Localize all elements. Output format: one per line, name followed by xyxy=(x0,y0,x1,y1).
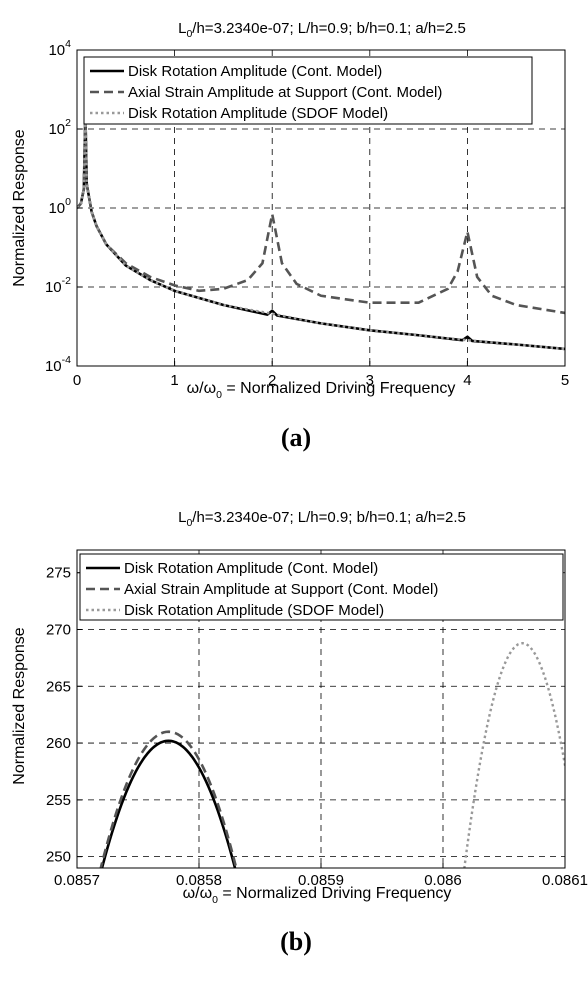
y-tick-label: 10-4 xyxy=(45,354,71,375)
series-curve-3 xyxy=(463,641,565,868)
y-tick-label: 100 xyxy=(48,196,71,217)
y-tick-label: 265 xyxy=(46,678,71,695)
x-tick-label: 3 xyxy=(366,372,374,389)
chart-b-ticks: 0.0857 0.0858 0.0859 0.086 0.0861 250 255 260 26… xyxy=(46,565,588,889)
x-tick-label: 0.0857 xyxy=(54,872,100,889)
x-tick-label: 2 xyxy=(268,372,276,389)
y-tick-label: 270 xyxy=(46,622,71,639)
chart-a-title: L0/h=3.2340e-07; L/h=0.9; b/h=0.1; a/h=2… xyxy=(178,20,466,40)
chart-a-ylabel: Normalized Response xyxy=(11,129,28,287)
x-tick-label: 0.0859 xyxy=(298,872,344,889)
x-tick-label: 0 xyxy=(73,372,81,389)
chart-b-series xyxy=(99,641,565,868)
legend-box xyxy=(83,56,533,125)
y-tick-label: 10-2 xyxy=(45,275,71,296)
y-tick-label: 260 xyxy=(46,735,71,752)
y-tick-label: 102 xyxy=(48,117,71,138)
chart-a-legend: Disk Rotation Amplitude (Cont. Model) Axi… xyxy=(83,56,533,125)
legend-box xyxy=(79,553,564,621)
y-tick-label: 250 xyxy=(46,849,71,866)
chart-b-ylabel: Normalized Response xyxy=(11,627,28,785)
chart-a-caption: (a) xyxy=(281,423,311,452)
legend-label-1: Disk Rotation Amplitude (Cont. Model) xyxy=(124,560,378,577)
x-tick-label: 4 xyxy=(463,372,471,389)
chart-b-legend: Disk Rotation Amplitude (Cont. Model) Axi… xyxy=(79,553,564,621)
legend-label-2: Axial Strain Amplitude at Support (Cont.… xyxy=(124,581,438,598)
legend-label-2: Axial Strain Amplitude at Support (Cont.… xyxy=(128,84,442,101)
x-tick-label: 0.0861 xyxy=(542,872,588,889)
chart-b: L0/h=3.2340e-07; L/h=0.9; b/h=0.1; a/h=2… xyxy=(11,509,588,956)
x-tick-label: 1 xyxy=(170,372,178,389)
chart-b-caption: (b) xyxy=(280,927,312,956)
legend-label-3: Disk Rotation Amplitude (SDOF Model) xyxy=(128,105,388,122)
chart-a: L0/h=3.2340e-07; L/h=0.9; b/h=0.1; a/h=2… xyxy=(11,20,569,452)
y-tick-label: 275 xyxy=(46,565,71,582)
y-tick-label: 104 xyxy=(48,38,71,59)
chart-b-title: L0/h=3.2340e-07; L/h=0.9; b/h=0.1; a/h=2… xyxy=(178,509,466,529)
chart-a-ticks: 0 1 2 3 4 5 10-4 10-2 100 102 104 xyxy=(45,38,569,389)
x-tick-label: 0.0858 xyxy=(176,872,222,889)
chart-a-series xyxy=(77,110,565,351)
series-curve-2 xyxy=(99,730,238,868)
y-tick-label: 255 xyxy=(46,792,71,809)
chart-a-xlabel: ω/ω0 = Normalized Driving Frequency xyxy=(187,380,456,401)
chart-a-grid xyxy=(77,50,565,366)
legend-label-3: Disk Rotation Amplitude (SDOF Model) xyxy=(124,602,384,619)
x-tick-label: 0.086 xyxy=(424,872,462,889)
legend-label-1: Disk Rotation Amplitude (Cont. Model) xyxy=(128,63,382,80)
x-tick-label: 5 xyxy=(561,372,569,389)
chart-b-xlabel: ω/ω0 = Normalized Driving Frequency xyxy=(183,885,452,906)
series-curve-1 xyxy=(100,739,237,868)
